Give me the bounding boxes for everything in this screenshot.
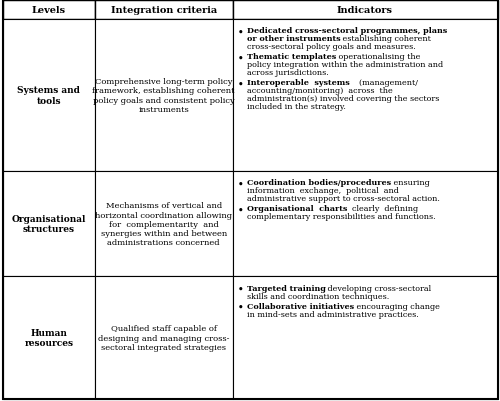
Text: Human
resources: Human resources xyxy=(24,328,73,348)
Bar xyxy=(2,277,95,399)
Bar xyxy=(95,1,232,20)
Text: (management/: (management/ xyxy=(349,79,418,87)
Text: across jurisdictions.: across jurisdictions. xyxy=(246,69,328,77)
Text: Comprehensive long-term policy
framework, establishing coherent
policy goals and: Comprehensive long-term policy framework… xyxy=(92,78,235,113)
Text: Dedicated cross-sectoral programmes, plans: Dedicated cross-sectoral programmes, pla… xyxy=(246,27,447,35)
Text: Coordination bodies/procedures: Coordination bodies/procedures xyxy=(246,179,390,187)
Text: cross-sectoral policy goals and measures.: cross-sectoral policy goals and measures… xyxy=(246,43,415,51)
Bar xyxy=(232,20,498,172)
Text: •: • xyxy=(238,27,243,36)
Text: administrative support to cross-sectoral action.: administrative support to cross-sectoral… xyxy=(246,195,440,203)
Text: Indicators: Indicators xyxy=(337,6,393,15)
Text: •: • xyxy=(238,53,243,62)
Text: Collaborative initiatives: Collaborative initiatives xyxy=(246,302,354,310)
Bar xyxy=(232,172,498,277)
Bar xyxy=(2,20,95,172)
Text: administration(s) involved covering the sectors: administration(s) involved covering the … xyxy=(246,95,439,103)
Text: information  exchange,  political  and: information exchange, political and xyxy=(246,187,398,195)
Text: or other instruments: or other instruments xyxy=(246,35,340,43)
Text: developing cross-sectoral: developing cross-sectoral xyxy=(326,284,432,292)
Text: clearly  defining: clearly defining xyxy=(347,205,418,213)
Text: Levels: Levels xyxy=(32,6,66,15)
Text: Qualified staff capable of
designing and managing cross-
sectoral integrated str: Qualified staff capable of designing and… xyxy=(98,325,230,351)
Text: Integration criteria: Integration criteria xyxy=(110,6,217,15)
Text: included in the strategy.: included in the strategy. xyxy=(246,103,346,111)
Bar xyxy=(95,277,232,399)
Text: policy integration within the administration and: policy integration within the administra… xyxy=(246,61,442,69)
Text: Targeted training: Targeted training xyxy=(246,284,326,292)
Text: in mind-sets and administrative practices.: in mind-sets and administrative practice… xyxy=(246,310,418,318)
Text: Mechanisms of vertical and
horizontal coordination allowing
for  complementarity: Mechanisms of vertical and horizontal co… xyxy=(95,202,232,247)
Text: Organisational
structures: Organisational structures xyxy=(12,215,86,234)
Text: Thematic templates: Thematic templates xyxy=(246,53,336,61)
Text: encouraging change: encouraging change xyxy=(354,302,440,310)
Bar xyxy=(232,277,498,399)
Text: accounting/monitoring)  across  the: accounting/monitoring) across the xyxy=(246,87,392,95)
Bar xyxy=(2,172,95,277)
Text: Interoperable  systems: Interoperable systems xyxy=(246,79,349,87)
Text: skills and coordination techniques.: skills and coordination techniques. xyxy=(246,292,389,300)
Text: establishing coherent: establishing coherent xyxy=(340,35,431,43)
Text: ensuring: ensuring xyxy=(390,179,430,187)
Text: operationalising the: operationalising the xyxy=(336,53,420,61)
Text: •: • xyxy=(238,284,243,293)
Text: •: • xyxy=(238,179,243,188)
Bar xyxy=(232,1,498,20)
Text: complementary responsibilities and functions.: complementary responsibilities and funct… xyxy=(246,213,435,221)
Text: •: • xyxy=(238,79,243,88)
Bar xyxy=(95,20,232,172)
Bar xyxy=(2,1,95,20)
Text: •: • xyxy=(238,302,243,311)
Text: Systems and
tools: Systems and tools xyxy=(18,86,80,105)
Bar xyxy=(95,172,232,277)
Text: Organisational  charts: Organisational charts xyxy=(246,205,347,213)
Text: •: • xyxy=(238,205,243,214)
